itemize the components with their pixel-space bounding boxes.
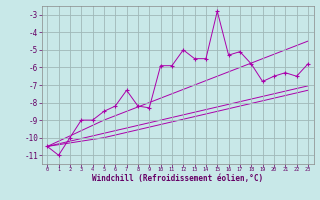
X-axis label: Windchill (Refroidissement éolien,°C): Windchill (Refroidissement éolien,°C) xyxy=(92,174,263,183)
